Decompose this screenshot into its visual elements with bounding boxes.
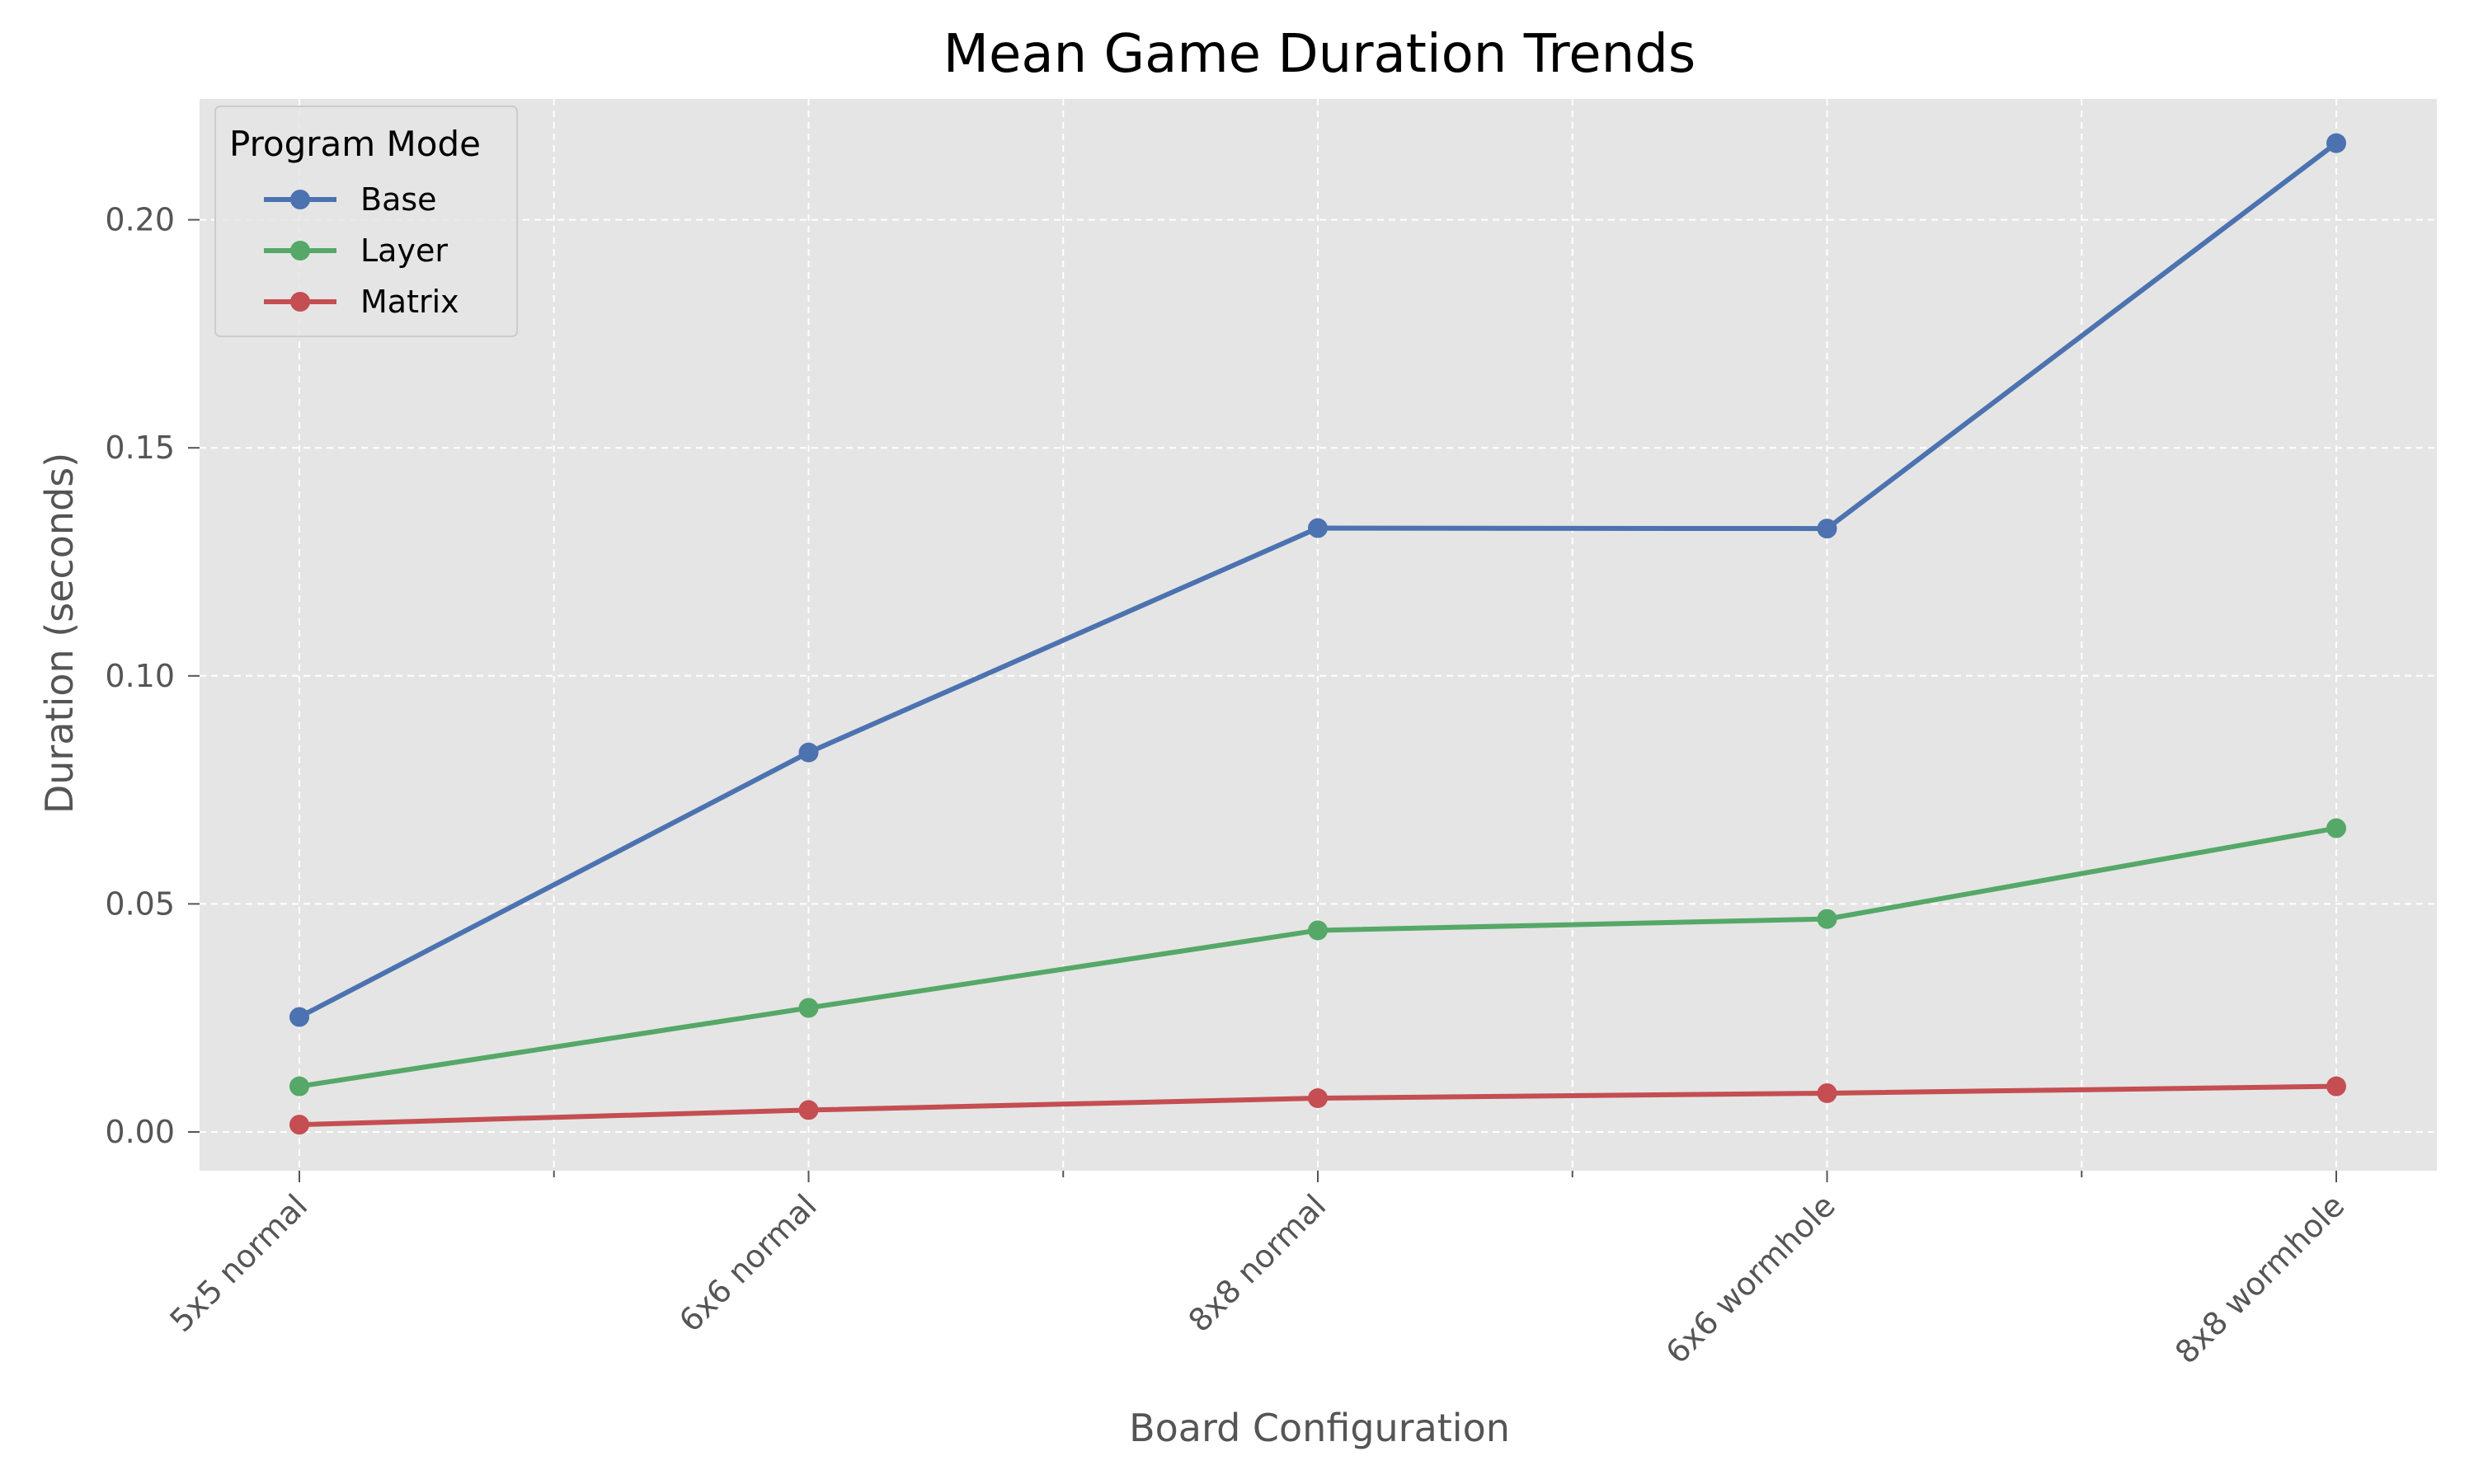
legend-entry-layer: Layer	[264, 232, 448, 269]
x-tick-label: 8x8 normal	[1181, 1187, 1333, 1339]
data-point-base	[289, 1007, 309, 1027]
data-point-matrix	[1817, 1082, 1837, 1103]
legend-box	[214, 106, 518, 337]
data-point-matrix	[2326, 1076, 2346, 1097]
y-tick-label: 0.15	[105, 430, 175, 466]
series-lines	[289, 133, 2346, 1135]
x-tick-label: 6x6 wormhole	[1658, 1187, 1841, 1370]
y-tick-label: 0.05	[105, 885, 175, 922]
legend: Program Mode Base Layer Matrix	[214, 106, 518, 337]
series-layer	[289, 818, 2346, 1097]
data-point-base	[2326, 133, 2346, 153]
legend-title: Program Mode	[229, 124, 481, 164]
x-tick-label: 5x5 normal	[162, 1187, 314, 1339]
data-point-base	[798, 742, 819, 763]
legend-entry-base: Base	[264, 181, 437, 218]
data-point-matrix	[1308, 1088, 1328, 1109]
x-tick-label: 6x6 normal	[672, 1187, 824, 1339]
data-point-layer	[1308, 920, 1328, 941]
y-axis-title: Duration (seconds)	[37, 453, 82, 814]
legend-label: Base	[360, 181, 437, 218]
data-point-layer	[2326, 818, 2346, 838]
y-tick-label: 0.00	[105, 1114, 175, 1150]
legend-label: Matrix	[360, 284, 459, 320]
data-point-layer	[1817, 909, 1837, 929]
data-point-matrix	[289, 1115, 309, 1135]
series-base	[289, 133, 2346, 1027]
data-point-matrix	[798, 1100, 819, 1120]
grid-lines	[200, 99, 2437, 1171]
chart-title: Mean Game Duration Trends	[943, 24, 1696, 85]
axis-ticks	[188, 218, 2337, 1182]
y-tick-label: 0.20	[105, 202, 175, 238]
legend-marker	[290, 241, 310, 261]
data-point-layer	[289, 1076, 309, 1097]
x-axis-title: Board Configuration	[1129, 1406, 1510, 1450]
series-matrix	[289, 1076, 2346, 1135]
y-tick-label: 0.10	[105, 658, 175, 694]
data-point-base	[1817, 519, 1837, 539]
data-point-layer	[798, 998, 819, 1018]
legend-marker	[290, 292, 310, 312]
legend-entry-matrix: Matrix	[264, 284, 459, 320]
legend-label: Layer	[360, 232, 448, 269]
x-tick-label: 8x8 wormhole	[2168, 1187, 2351, 1370]
legend-marker	[290, 190, 310, 209]
data-point-base	[1308, 518, 1328, 538]
